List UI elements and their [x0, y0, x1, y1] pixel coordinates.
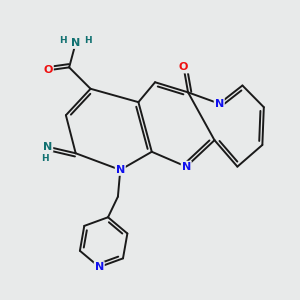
Text: H: H: [59, 36, 67, 45]
Text: N: N: [116, 165, 125, 175]
Text: H: H: [42, 154, 49, 163]
Text: N: N: [71, 38, 80, 48]
Text: N: N: [182, 162, 191, 172]
Text: N: N: [43, 142, 52, 152]
Text: N: N: [94, 262, 104, 272]
Text: N: N: [214, 99, 224, 109]
Text: H: H: [84, 36, 92, 45]
Text: O: O: [179, 62, 188, 72]
Text: O: O: [43, 65, 52, 75]
